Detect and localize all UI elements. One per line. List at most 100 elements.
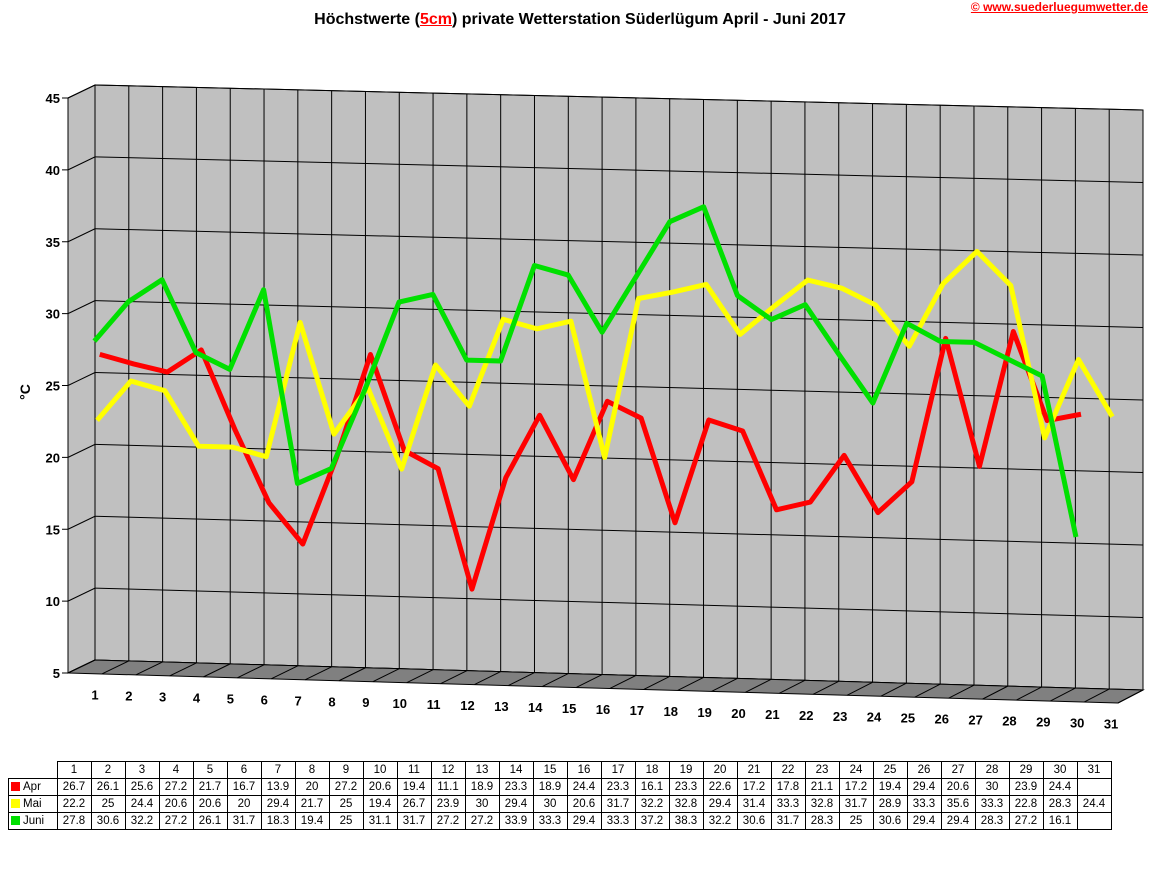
table-cell: 20 bbox=[294, 778, 330, 796]
table-row: Juni 27.8 30.6 32.2 27.2 26.1 31.7 18.3 19.4 25 31… bbox=[8, 812, 1112, 830]
table-cell bbox=[1076, 778, 1112, 796]
table-cell: 20.6 bbox=[362, 778, 398, 796]
table-cell: 28.3 bbox=[974, 812, 1010, 830]
table-cell: 19.4 bbox=[872, 778, 908, 796]
title-highlight: 5cm bbox=[419, 11, 452, 28]
x-tick-label: 1 bbox=[91, 687, 98, 702]
title-part-before: Höchstwerte ( bbox=[314, 11, 420, 28]
floor-grid-line bbox=[609, 675, 637, 689]
table-cell: 31.4 bbox=[736, 795, 772, 813]
x-axis: 1 2 3 4 5 6 7 8 9 10 11 12 13 14 15 16 17 18 19 20 21 22 23 24 2… bbox=[91, 687, 1118, 731]
table-cell: 27.2 bbox=[430, 812, 466, 830]
table-cell: 27.2 bbox=[328, 778, 364, 796]
table-cell: 29.4 bbox=[906, 812, 942, 830]
floor-grid-line bbox=[745, 678, 772, 693]
floor-grid-line bbox=[779, 679, 806, 694]
table-cell: 26.1 bbox=[90, 778, 126, 796]
table-cell: 29.4 bbox=[566, 812, 602, 830]
series-line-mai bbox=[95, 248, 1115, 472]
table-day-header: 31 bbox=[1076, 761, 1112, 779]
x-tick-label: 6 bbox=[261, 692, 268, 707]
table-header-row: 1 2 3 4 5 6 7 8 9 10 11 12 13 14 15 16 17 18 19 20 21 22 23 24 2… bbox=[9, 761, 1112, 779]
table-cell: 30 bbox=[464, 795, 500, 813]
table-cell: 32.8 bbox=[668, 795, 704, 813]
table-day-header: 1 bbox=[56, 761, 92, 779]
floor-grid-line bbox=[101, 660, 130, 675]
copyright-link[interactable]: © www.suederluegumwetter.de bbox=[970, 0, 1148, 14]
table-cell: 13.9 bbox=[260, 778, 296, 796]
floor-grid-line bbox=[372, 668, 400, 683]
legend-label: Apr bbox=[23, 781, 41, 793]
left-grid-line bbox=[67, 156, 96, 171]
left-grid-line bbox=[67, 372, 96, 386]
table-cell: 25 bbox=[328, 795, 364, 813]
table-row-label: Mai bbox=[8, 795, 58, 813]
left-grid-line bbox=[67, 300, 96, 315]
left-grid-line bbox=[67, 84, 96, 99]
table-cell: 37.2 bbox=[634, 812, 670, 830]
x-tick-label: 19 bbox=[697, 705, 711, 720]
x-tick-label: 25 bbox=[901, 711, 915, 726]
table-day-header: 18 bbox=[634, 761, 670, 779]
table-day-header: 24 bbox=[838, 761, 874, 779]
table-cell: 17.8 bbox=[770, 778, 806, 796]
floor-grid-line bbox=[271, 665, 299, 680]
table-cell: 33.9 bbox=[498, 812, 534, 830]
floor-grid-line bbox=[948, 684, 975, 699]
chart-series bbox=[92, 204, 1115, 592]
table-cell: 24.4 bbox=[1076, 795, 1112, 813]
floor-grid-line bbox=[541, 673, 569, 687]
table-day-header: 11 bbox=[396, 761, 432, 779]
floor-grid-line bbox=[203, 663, 231, 678]
floor-grid-line bbox=[67, 659, 96, 674]
table-day-header: 21 bbox=[736, 761, 772, 779]
table-day-header: 17 bbox=[600, 761, 636, 779]
table-cell: 20.6 bbox=[566, 795, 602, 813]
x-tick-label: 13 bbox=[494, 699, 508, 714]
floor-grid-line bbox=[1117, 689, 1144, 704]
table-cell: 23.3 bbox=[600, 778, 636, 796]
y-tick-label: 10 bbox=[46, 594, 60, 609]
table-row: Mai 22.2 25 24.4 20.6 20.6 20 29.4 21.7 25 19.4 26.… bbox=[8, 795, 1112, 813]
table-cell: 27.2 bbox=[1008, 812, 1044, 830]
table-row: Apr 26.7 26.1 25.6 27.2 21.7 16.7 13.9 20 27.2 20.… bbox=[8, 778, 1112, 796]
table-cell: 30.6 bbox=[736, 812, 772, 830]
table-day-header: 13 bbox=[464, 761, 500, 779]
table-day-header: 3 bbox=[124, 761, 160, 779]
left-grid-line bbox=[67, 443, 96, 458]
table-cell: 19.4 bbox=[362, 795, 398, 813]
table-cell: 20.6 bbox=[158, 795, 194, 813]
x-tick-label: 18 bbox=[664, 704, 678, 719]
table-day-header: 12 bbox=[430, 761, 466, 779]
table-cell: 22.2 bbox=[56, 795, 92, 813]
table-day-header: 5 bbox=[192, 761, 228, 779]
floor-grid-line bbox=[914, 683, 941, 698]
table-cell: 26.7 bbox=[396, 795, 432, 813]
y-axis: 5 10 15 20 25 30 35 40 45 bbox=[46, 91, 68, 681]
x-tick-label: 27 bbox=[968, 713, 982, 728]
x-tick-label: 26 bbox=[934, 712, 948, 727]
table-day-header: 9 bbox=[328, 761, 364, 779]
table-cell: 17.2 bbox=[838, 778, 874, 796]
x-tick-label: 30 bbox=[1070, 716, 1084, 731]
table-day-header: 23 bbox=[804, 761, 840, 779]
table-cell: 24.4 bbox=[124, 795, 160, 813]
floor-grid-line bbox=[169, 662, 197, 677]
table-cell: 31.7 bbox=[396, 812, 432, 830]
x-tick-label: 3 bbox=[159, 689, 166, 704]
legend-swatch bbox=[11, 799, 20, 808]
table-day-header: 4 bbox=[158, 761, 194, 779]
floor-grid-line bbox=[135, 661, 163, 676]
floor-grid-line bbox=[880, 682, 907, 697]
table-cell: 24.4 bbox=[566, 778, 602, 796]
table-day-header: 7 bbox=[260, 761, 296, 779]
y-tick-label: 30 bbox=[46, 307, 60, 322]
table-cell: 23.9 bbox=[430, 795, 466, 813]
table-cell: 30.6 bbox=[90, 812, 126, 830]
table-cell: 20.6 bbox=[940, 778, 976, 796]
table-day-header: 6 bbox=[226, 761, 262, 779]
floor-grid-line bbox=[338, 667, 366, 682]
table-cell: 23.3 bbox=[498, 778, 534, 796]
table-day-header: 19 bbox=[668, 761, 704, 779]
